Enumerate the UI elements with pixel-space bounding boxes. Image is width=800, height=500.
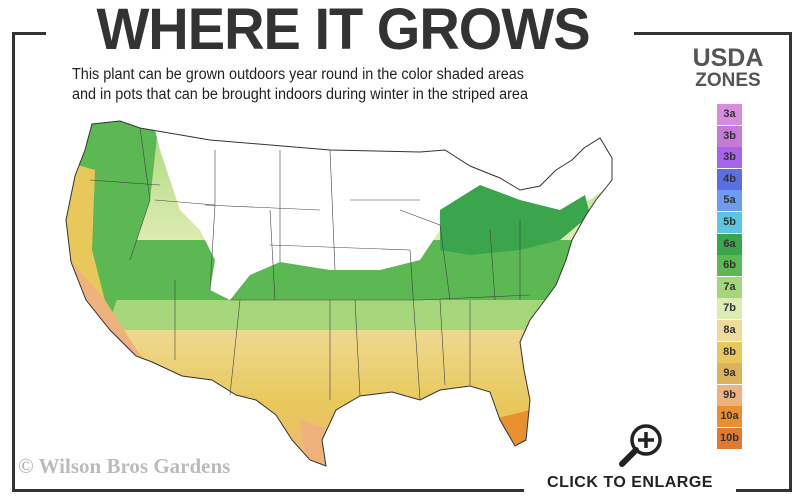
zone-texas-south [300,420,330,466]
legend-zone-3b: 3b [717,125,742,147]
legend-zone-9a: 9a [717,363,742,385]
frame-line-left [12,32,15,492]
usda-zone-legend: 3a 3b 3b 4b 5a 5b 6a 6b 7a 7b 8a 8b 9a 9b 10a 10b [717,104,742,450]
legend-zone-3b: 3b [717,147,742,169]
legend-zone-4b: 4b [717,168,742,190]
subtitle-line-1: This plant can be grown outdoors year ro… [72,66,524,83]
legend-title-zones: ZONES [695,70,761,91]
zone-florida-south [490,410,530,450]
legend-zone-10b: 10b [717,427,742,449]
frame-line-top-right [634,32,792,35]
legend-zone-8b: 8b [717,341,742,363]
frame-line-top-left [12,32,46,35]
click-to-enlarge-button[interactable]: CLICK TO ENLARGE [547,474,713,491]
legend-zone-6a: 6a [717,233,742,255]
legend-zone-3a: 3a [717,104,742,125]
legend-zone-5b: 5b [717,211,742,233]
frame-line-right [789,32,792,492]
legend-zone-9b: 9b [717,384,742,406]
page-title: WHERE IT GROWS [96,0,590,62]
legend-zone-5a: 5a [717,190,742,212]
magnifier-plus-icon[interactable] [610,420,670,468]
legend-zone-7b: 7b [717,298,742,320]
legend-zone-10a: 10a [717,406,742,428]
subtitle-line-2: and in pots that can be brought indoors … [72,86,528,103]
zone-band-7a [66,300,612,330]
zone-band-6a [440,185,590,255]
state-borders [89,127,531,401]
frame-line-bottom-right [736,489,792,492]
legend-zone-8a: 8a [717,319,742,341]
frame-line-bottom-left [12,489,524,492]
legend-title-usda: USDA [692,44,764,72]
legend-zone-7a: 7a [717,276,742,298]
copyright-watermark: © Wilson Bros Gardens [18,454,231,478]
legend-zone-6b: 6b [717,255,742,277]
